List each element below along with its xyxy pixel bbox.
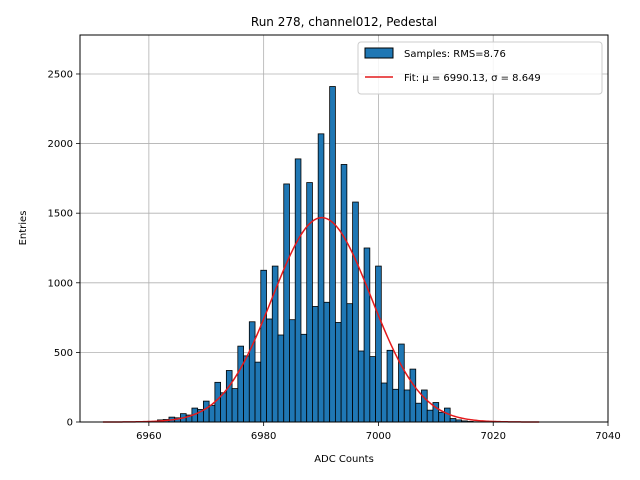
histogram-bar bbox=[438, 411, 445, 423]
histogram-bars bbox=[157, 86, 480, 423]
histogram-bar bbox=[248, 321, 256, 423]
x-tick-label: 6980 bbox=[251, 431, 276, 442]
y-tick-label: 2500 bbox=[48, 69, 73, 80]
histogram-bar bbox=[415, 402, 422, 423]
legend-label-samples: Samples: RMS=8.76 bbox=[404, 49, 506, 60]
y-tick-label: 500 bbox=[54, 348, 73, 359]
histogram-bar bbox=[260, 269, 267, 423]
legend-label-fit: Fit: μ = 6990.13, σ = 8.649 bbox=[404, 73, 541, 84]
histogram-bar bbox=[329, 86, 336, 423]
fit-curve bbox=[102, 216, 540, 423]
histogram-bar bbox=[403, 389, 411, 423]
histogram-bar bbox=[231, 388, 239, 423]
histogram-bar bbox=[398, 343, 405, 423]
histogram-bar bbox=[243, 355, 250, 423]
histogram-bar bbox=[334, 322, 342, 423]
histogram-bar bbox=[254, 361, 262, 423]
histogram-bar bbox=[357, 350, 365, 423]
y-tick-label: 1500 bbox=[48, 209, 73, 220]
histogram-bar bbox=[352, 201, 359, 423]
x-tick-label: 7000 bbox=[366, 431, 391, 442]
histogram-bar bbox=[225, 370, 233, 423]
histogram-bar bbox=[294, 158, 302, 423]
histogram-bar bbox=[300, 333, 308, 423]
histogram-bar bbox=[220, 392, 227, 423]
histogram-bar bbox=[409, 368, 417, 423]
histogram-bar bbox=[375, 265, 382, 423]
legend-box bbox=[357, 41, 603, 95]
y-axis-label: Entries bbox=[18, 211, 29, 246]
histogram-bar bbox=[392, 388, 399, 423]
histogram-bar bbox=[426, 409, 434, 423]
histogram-bar bbox=[312, 306, 319, 423]
histogram-bar bbox=[323, 301, 331, 423]
histogram-bar bbox=[449, 418, 457, 423]
histogram-bar bbox=[289, 319, 296, 423]
histogram-bar bbox=[306, 182, 313, 423]
x-tick-label: 7040 bbox=[595, 431, 620, 442]
y-tick-label: 0 bbox=[67, 418, 73, 429]
plot-frame bbox=[79, 34, 609, 423]
y-axis-ticks: 0 500 1000 1500 2000 2500 bbox=[48, 69, 80, 429]
histogram-bar bbox=[214, 381, 222, 423]
y-tick-label: 2000 bbox=[48, 139, 73, 150]
x-tick-label: 6960 bbox=[136, 431, 161, 442]
histogram-bar bbox=[380, 382, 388, 423]
x-axis-label: ADC Counts bbox=[314, 454, 374, 465]
legend: Samples: RMS=8.76 Fit: μ = 6990.13, σ = … bbox=[357, 41, 603, 95]
legend-swatch-samples bbox=[364, 47, 394, 59]
histogram-bar bbox=[346, 303, 354, 423]
histogram-bar bbox=[277, 334, 285, 423]
histogram-bar bbox=[369, 356, 376, 423]
histogram-bar bbox=[317, 133, 325, 423]
histogram-bar bbox=[363, 247, 371, 423]
y-tick-label: 1000 bbox=[48, 278, 73, 289]
x-tick-label: 7020 bbox=[480, 431, 505, 442]
chart-title: Run 278, channel012, Pedestal bbox=[251, 15, 437, 29]
histogram-bar bbox=[208, 404, 216, 423]
x-axis-ticks: 6960 6980 7000 7020 7040 bbox=[136, 422, 621, 442]
histogram-bar bbox=[340, 164, 348, 423]
histogram-bar bbox=[283, 183, 290, 423]
histogram-bar bbox=[386, 349, 394, 423]
histogram-bar bbox=[202, 400, 210, 423]
histogram-bar bbox=[266, 318, 273, 423]
histogram-bar bbox=[237, 345, 244, 423]
